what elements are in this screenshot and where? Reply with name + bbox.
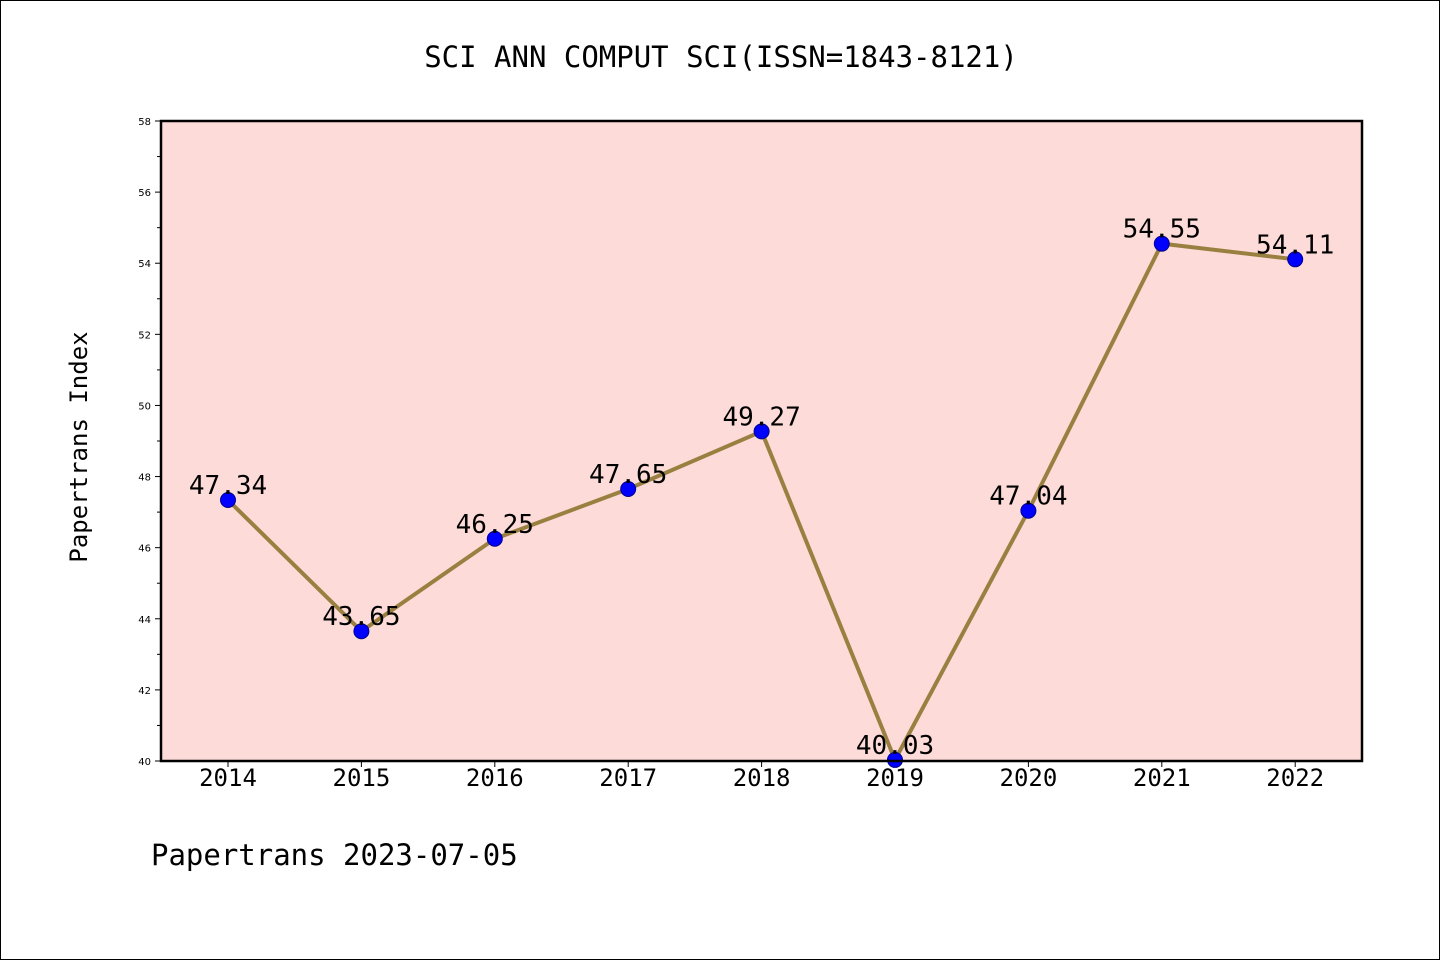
x-tick-label: 2019 xyxy=(866,764,924,792)
chart-title: SCI ANN COMPUT SCI(ISSN=1843-8121) xyxy=(424,40,1018,74)
x-tick-label: 2017 xyxy=(599,764,657,792)
y-tick-label: 42 xyxy=(138,686,151,697)
data-point xyxy=(1020,502,1037,519)
plot-border xyxy=(159,119,1364,763)
y-tick-label: 56 xyxy=(138,188,151,199)
x-tick-label: 2015 xyxy=(333,764,391,792)
data-point xyxy=(753,423,770,440)
footer-date: Papertrans 2023-07-05 xyxy=(151,838,518,872)
y-tick-label: 50 xyxy=(138,401,151,412)
y-axis: 40 42 44 46 48 50 52 54 56 58 xyxy=(138,117,161,768)
y-tick-label: 44 xyxy=(138,615,151,626)
y-tick-label: 58 xyxy=(138,117,151,128)
y-tick-label: 48 xyxy=(138,473,151,484)
data-point xyxy=(353,623,370,640)
y-axis-label: Papertrans Index xyxy=(65,331,93,562)
x-axis: 2014 2015 2016 2017 2018 2019 2020 2021 2022 xyxy=(199,761,1324,792)
data-point xyxy=(620,481,637,497)
y-tick-label: 46 xyxy=(138,544,151,555)
data-label: 46.25 xyxy=(456,510,534,540)
x-tick-label: 2021 xyxy=(1133,764,1191,792)
x-tick-label: 2014 xyxy=(199,764,257,792)
y-tick-label: 54 xyxy=(138,259,151,270)
x-tick-label: 2022 xyxy=(1266,764,1324,792)
x-tick-label: 2020 xyxy=(1000,764,1058,792)
plot-area xyxy=(161,121,1362,761)
data-label: 40.03 xyxy=(856,731,934,761)
data-label: 43.65 xyxy=(322,602,400,632)
y-tick-label: 40 xyxy=(138,757,151,768)
x-tick-label: 2018 xyxy=(733,764,791,792)
data-label: 54.11 xyxy=(1256,230,1334,260)
data-point xyxy=(1287,251,1304,268)
data-label: 47.34 xyxy=(189,471,267,501)
x-tick-label: 2016 xyxy=(466,764,524,792)
y-tick-label: 52 xyxy=(138,330,151,341)
data-label: 49.27 xyxy=(722,402,800,432)
data-label: 54.55 xyxy=(1123,215,1201,245)
data-point xyxy=(220,492,236,509)
data-label: 47.65 xyxy=(589,460,667,490)
series-group: 47.34 43.65 46.25 47.65 49.27 40.03 47.04 54.55… xyxy=(189,215,1334,768)
data-label: 47.04 xyxy=(989,482,1067,512)
data-point xyxy=(486,530,503,547)
data-point xyxy=(1153,235,1170,252)
